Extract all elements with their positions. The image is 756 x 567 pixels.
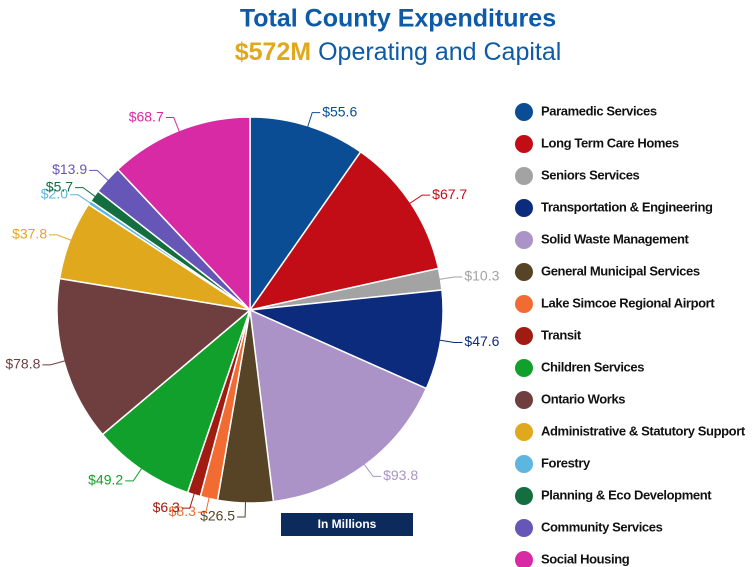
legend-label: General Municipal Services [541,263,700,278]
leader-line [75,187,97,198]
leader-line [306,112,321,128]
legend-swatch [515,167,533,185]
value-label: $78.8 [5,356,40,372]
legend-swatch [515,199,533,217]
chart-subtitle: $572M Operating and Capital [235,38,562,66]
legend-swatch [515,391,533,409]
leader-line [165,117,181,133]
value-label: $37.8 [12,226,47,242]
value-label: $68.7 [129,108,164,124]
value-label: $13.9 [52,161,87,177]
legend-label: Forestry [541,455,591,470]
leader-line [125,467,143,482]
leader-line [49,234,73,242]
legend-label: Paramedic Services [541,103,657,118]
value-label: $26.5 [200,508,235,524]
value-label: $8.3 [169,503,196,519]
legend-label: Transportation & Engineering [541,199,713,214]
annotation-box [281,513,413,536]
value-label: $55.6 [322,103,357,119]
legend-swatch [515,423,533,441]
legend-swatch [515,455,533,473]
leader-line [408,194,431,205]
value-label: $67.7 [432,186,467,202]
leader-line [89,169,110,182]
legend-swatch [515,103,533,121]
legend-label: Community Services [541,519,663,534]
leader-line [363,463,382,477]
legend-label: Social Housing [541,551,630,566]
legend-label: Solid Waste Management [541,231,690,246]
leader-line [237,500,246,518]
leader-line [70,194,92,205]
legend-swatch [515,359,533,377]
legend-label: Long Term Care Homes [541,135,679,150]
annotation: In Millions [318,517,377,531]
legend-swatch [515,327,533,345]
legend-swatch [515,263,533,281]
legend-swatch [515,231,533,249]
legend-label: Lake Simcoe Regional Airport [541,295,715,310]
value-label: $2.0 [41,185,68,201]
legend-label: Ontario Works [541,391,625,406]
legend-label: Transit [541,327,582,342]
legend-label: Children Services [541,359,644,374]
leader-line [42,360,66,366]
legend-label: Seniors Services [541,167,640,182]
value-label: $93.8 [383,467,418,483]
value-label: $6.3 [153,499,180,515]
subtitle-text: Operating and Capital [318,38,561,66]
legend-swatch [515,295,533,313]
legend-label: Administrative & Statutory Support [541,423,746,438]
leader-line [197,496,210,513]
legend-swatch [515,135,533,153]
leader-line [438,276,463,281]
legend-swatch [515,519,533,537]
value-label: $47.6 [464,333,499,349]
legend-label: Planning & Eco Development [541,487,712,502]
subtitle-highlight: $572M [235,38,311,66]
leader-line [181,492,195,509]
legend-swatch [515,487,533,505]
value-label: $10.3 [464,268,499,284]
value-label: $49.2 [88,472,123,488]
leader-line [438,339,463,343]
chart-title: Total County Expenditures [240,5,556,33]
legend-swatch [515,551,533,567]
value-label: $5.7 [46,178,73,194]
